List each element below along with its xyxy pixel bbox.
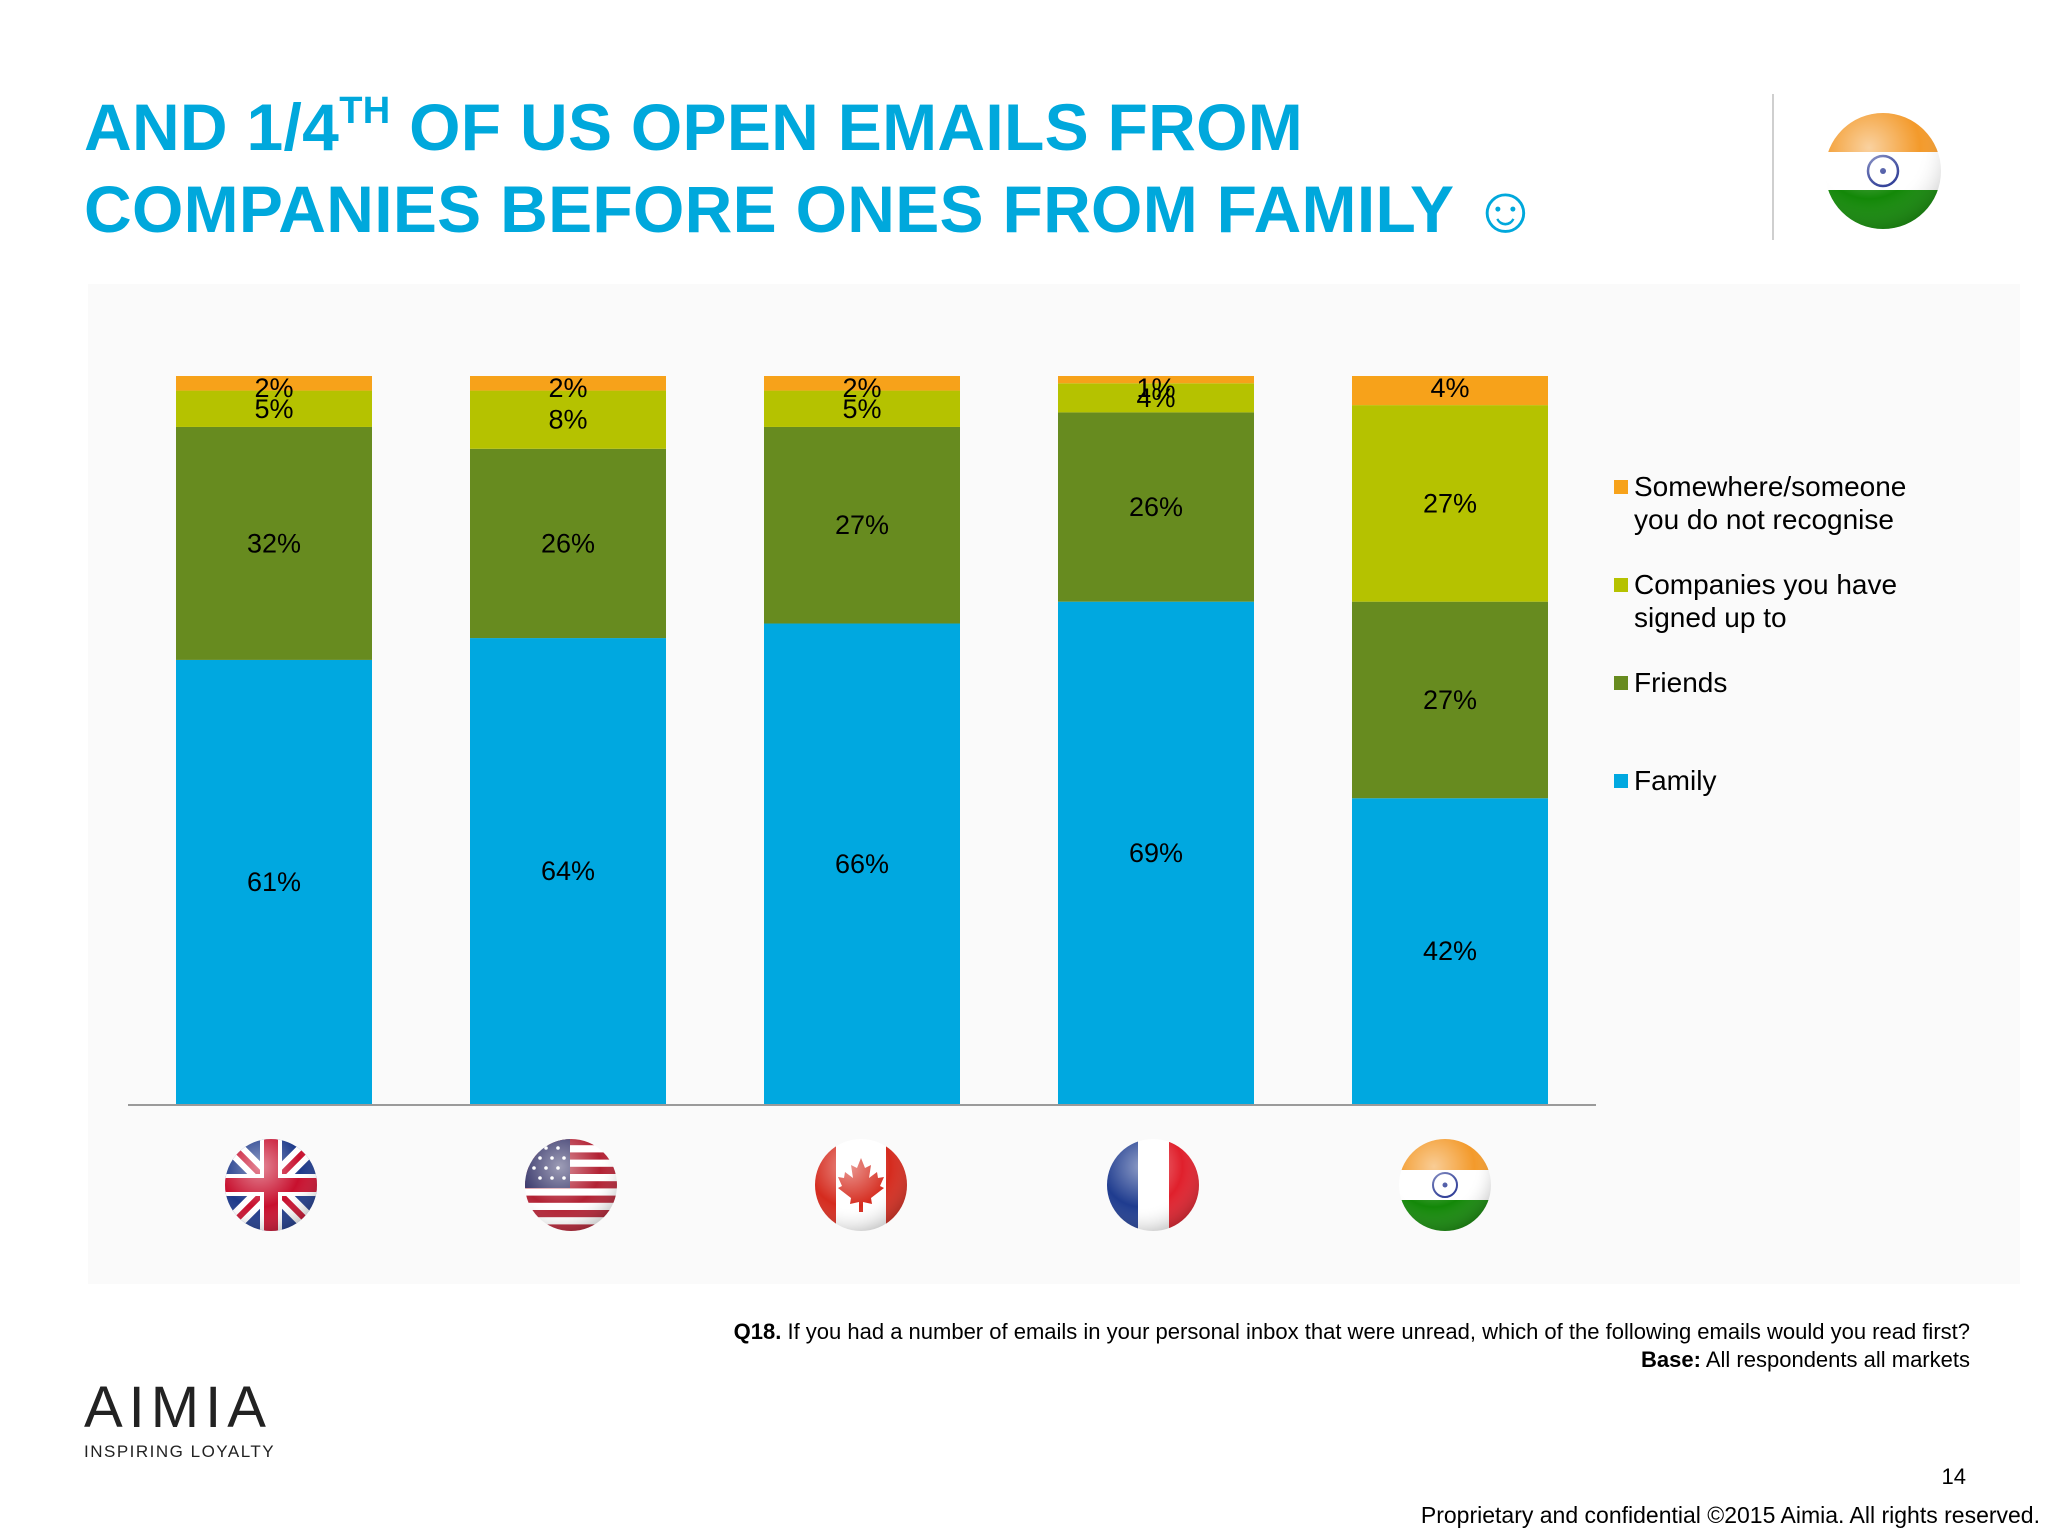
data-label-usa-friends: 26% xyxy=(541,528,595,558)
bar-france-family xyxy=(1058,601,1254,1104)
bar-usa-somewhere-someone-you-do-not-recognise xyxy=(470,376,666,391)
data-label-canada-companies-you-have-signed-up-to: 5% xyxy=(842,394,881,424)
title-line-1: AND 1/4TH OF US OPEN EMAILS FROM xyxy=(84,90,1304,164)
bar-france-somewhere-someone-you-do-not-recognise xyxy=(1058,376,1254,384)
page-number: 14 xyxy=(1941,1464,1966,1489)
bar-canada-family xyxy=(764,623,960,1104)
bar-uk-companies-you-have-signed-up-to xyxy=(176,390,372,427)
question-note: Q18. If you had a number of emails in yo… xyxy=(734,1318,1970,1374)
bar-india-companies-you-have-signed-up-to xyxy=(1352,405,1548,602)
data-label-uk-companies-you-have-signed-up-to: 5% xyxy=(254,394,293,424)
bar-france-friends xyxy=(1058,412,1254,602)
data-label-india-friends: 27% xyxy=(1423,685,1477,715)
data-label-canada-family: 66% xyxy=(835,849,889,879)
bar-india-family xyxy=(1352,798,1548,1104)
data-label-uk-family: 61% xyxy=(247,867,301,897)
data-label-france-companies-you-have-signed-up-to: 4% xyxy=(1136,383,1175,413)
bar-india-somewhere-someone-you-do-not-recognise xyxy=(1352,376,1548,406)
bar-usa-friends xyxy=(470,448,666,639)
legend-swatch-family xyxy=(1614,774,1628,788)
bar-france-companies-you-have-signed-up-to xyxy=(1058,383,1254,413)
data-label-canada-somewhere-someone-you-do-not-recognise: 2% xyxy=(842,373,881,403)
bar-canada-companies-you-have-signed-up-to xyxy=(764,390,960,427)
bar-canada-friends xyxy=(764,426,960,624)
bar-uk-friends xyxy=(176,426,372,660)
bar-uk-somewhere-someone-you-do-not-recognise xyxy=(176,376,372,391)
legend-swatch-unknown xyxy=(1614,480,1628,494)
question-line: Q18. If you had a number of emails in yo… xyxy=(733,1319,1970,1344)
data-label-india-family: 42% xyxy=(1423,936,1477,966)
logo-wordmark: AIMIA xyxy=(84,1375,272,1440)
data-label-france-friends: 26% xyxy=(1129,492,1183,522)
legend-swatch-companies xyxy=(1614,578,1628,592)
legend-swatch-friends xyxy=(1614,676,1628,690)
legend-label-friends: Friends xyxy=(1634,667,1728,698)
legend-label-family: Family xyxy=(1634,765,1717,796)
logo-tagline: INSPIRING LOYALTY xyxy=(84,1442,276,1461)
data-label-france-somewhere-someone-you-do-not-recognise: 1% xyxy=(1136,373,1175,403)
france-flag-icon xyxy=(1107,1139,1199,1231)
data-label-uk-friends: 32% xyxy=(247,528,301,558)
data-label-usa-companies-you-have-signed-up-to: 8% xyxy=(548,405,587,435)
data-label-canada-friends: 27% xyxy=(835,510,889,540)
chart-panel: 61% 32% 5% 2% 64% 26% 8% 2% 66% 27% 5% 2% 69% 26% 4% 1%… xyxy=(88,284,2020,1284)
us-flag-icon xyxy=(525,1139,617,1231)
base-line: Base: All respondents all markets xyxy=(1641,1347,1970,1372)
bar-uk-family xyxy=(176,659,372,1104)
header-india-flag-icon xyxy=(1825,113,1941,229)
data-label-india-somewhere-someone-you-do-not-recognise: 4% xyxy=(1430,373,1469,403)
bar-usa-family xyxy=(470,638,666,1104)
bar-usa-companies-you-have-signed-up-to xyxy=(470,390,666,449)
data-label-uk-somewhere-someone-you-do-not-recognise: 2% xyxy=(254,373,293,403)
data-label-france-family: 69% xyxy=(1129,838,1183,868)
stacked-bar-chart: 61%32%5%2%64%26%8%2%66%27%5%2%69%26%4%1%… xyxy=(128,373,1596,1106)
aimia-logo: AIMIA INSPIRING LOYALTY xyxy=(84,1375,276,1462)
header-divider xyxy=(1772,94,1774,240)
page-title: AND 1/4TH OF US OPEN EMAILS FROM COMPANI… xyxy=(84,86,1624,250)
bar-canada-somewhere-someone-you-do-not-recognise xyxy=(764,376,960,391)
canada-flag-icon xyxy=(815,1139,907,1231)
data-label-usa-somewhere-someone-you-do-not-recognise: 2% xyxy=(548,373,587,403)
uk-flag-icon xyxy=(225,1139,317,1231)
legend-label-companies: Companies you have signed up to xyxy=(1634,569,1898,633)
smiley-icon: ☺ xyxy=(1471,172,1540,246)
india-flag-icon xyxy=(1399,1139,1491,1231)
copyright-notice: Proprietary and confidential ©2015 Aimia… xyxy=(1420,1502,2040,1528)
legend-label-unknown: Somewhere/someone you do not recognise xyxy=(1634,471,1907,535)
bar-india-friends xyxy=(1352,601,1548,799)
data-label-usa-family: 64% xyxy=(541,856,595,886)
title-line-2: COMPANIES BEFORE ONES FROM FAMILY ☺ xyxy=(84,172,1540,246)
data-label-india-companies-you-have-signed-up-to: 27% xyxy=(1423,488,1477,518)
